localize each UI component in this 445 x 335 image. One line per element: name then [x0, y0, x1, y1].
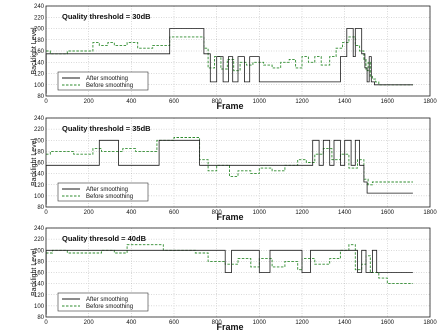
y-tick-label: 120 [34, 183, 45, 189]
y-tick-label: 100 [34, 194, 45, 200]
y-tick-label: 120 [34, 72, 45, 78]
x-tick-label: 1000 [253, 99, 267, 105]
legend-entry: Before smoothing [86, 83, 133, 89]
x-tick-label: 400 [126, 210, 137, 216]
chart-panel-1: 0 200 400 600 800 1000 1200 1400 1600 1800 80 100 12… [31, 4, 437, 111]
x-tick-label: 1400 [338, 320, 352, 326]
y-tick-label: 200 [34, 138, 45, 144]
y-tick-label: 80 [37, 94, 44, 100]
x-tick-label: 0 [44, 320, 48, 326]
x-tick-label: 1800 [423, 99, 437, 105]
legend-box [57, 182, 149, 202]
y-tick-label: 120 [34, 293, 45, 299]
chart-panel-2: 0 200 400 600 800 1000 1200 1400 1600 1800 80 100 12… [31, 116, 437, 222]
y-tick-label: 140 [34, 60, 45, 66]
y-tick-label: 240 [34, 4, 45, 10]
y-tick-label: 100 [34, 83, 45, 89]
legend-box [57, 71, 149, 91]
x-tick-label: 1200 [295, 99, 309, 105]
x-tick-label: 1600 [381, 210, 395, 216]
y-tick-label: 140 [34, 172, 45, 178]
x-tick-label: 600 [169, 210, 180, 216]
y-tick-label: 180 [34, 149, 45, 155]
series-line-before-smoothing [46, 244, 413, 285]
x-tick-label: 1000 [253, 320, 267, 326]
y-tick-label: 80 [37, 315, 44, 321]
x-axis-label: Frame [216, 101, 243, 111]
x-tick-label: 800 [212, 320, 223, 326]
x-axis-label: Frame [216, 212, 243, 222]
legend-entry: After smoothing [86, 297, 128, 303]
x-tick-label: 600 [169, 320, 180, 326]
x-tick-label: 0 [44, 210, 48, 216]
y-tick-label: 160 [34, 271, 45, 277]
plot-frame [45, 227, 431, 318]
legend-entry: Before smoothing [86, 194, 133, 200]
x-tick-label: 800 [212, 210, 223, 216]
x-tick-label: 200 [84, 320, 95, 326]
legend-box [57, 292, 149, 312]
y-tick-label: 240 [34, 226, 45, 232]
series-line-after-smoothing [45, 139, 413, 205]
y-tick-label: 200 [34, 248, 45, 254]
y-tick-label: 220 [34, 237, 45, 243]
x-tick-label: 1200 [295, 320, 309, 326]
y-tick-label: 180 [34, 38, 45, 44]
plot-frame [45, 117, 431, 208]
quality-threshold-annotation: Quality threshold = 35dB [62, 124, 151, 133]
quality-threshold-annotation: Quality thresold = 40dB [62, 234, 147, 243]
x-tick-label: 200 [84, 99, 95, 105]
y-tick-label: 200 [34, 27, 45, 33]
series-line-before-smoothing [46, 36, 413, 86]
y-tick-label: 180 [34, 259, 45, 265]
legend-entry: Before smoothing [86, 304, 133, 310]
y-axis-label: Backlight Level [31, 27, 38, 75]
x-tick-label: 1200 [295, 210, 309, 216]
y-axis-label: Backlight Level [31, 249, 38, 297]
plot-frame [45, 5, 431, 97]
x-tick-label: 1800 [423, 210, 437, 216]
y-tick-label: 220 [34, 127, 45, 133]
x-axis-label: Frame [216, 322, 243, 332]
x-tick-label: 1600 [381, 320, 395, 326]
series-line-after-smoothing [45, 28, 413, 94]
x-tick-label: 1000 [253, 210, 267, 216]
series-line-after-smoothing [45, 249, 413, 315]
y-tick-label: 240 [34, 116, 45, 122]
y-tick-label: 140 [34, 282, 45, 288]
x-tick-label: 200 [84, 210, 95, 216]
x-tick-label: 1600 [381, 99, 395, 105]
x-tick-label: 1400 [338, 99, 352, 105]
chart-panel-3: 0 200 400 600 800 1000 1200 1400 1600 1800 80 100 12… [31, 226, 437, 332]
x-tick-label: 600 [169, 99, 180, 105]
x-tick-label: 1400 [338, 210, 352, 216]
y-axis-label: Backlight Level [31, 139, 38, 187]
y-tick-label: 80 [37, 205, 44, 211]
x-tick-label: 800 [212, 99, 223, 105]
legend-entry: After smoothing [86, 187, 128, 193]
quality-threshold-annotation: Quality threshold = 30dB [62, 12, 151, 21]
y-tick-label: 160 [34, 49, 45, 55]
x-tick-label: 400 [126, 320, 137, 326]
x-tick-label: 400 [126, 99, 137, 105]
y-tick-label: 220 [34, 15, 45, 21]
y-tick-label: 160 [34, 161, 45, 167]
y-tick-label: 100 [34, 304, 45, 310]
x-tick-label: 0 [44, 99, 48, 105]
legend-entry: After smoothing [86, 76, 128, 82]
x-tick-label: 1800 [423, 320, 437, 326]
series-line-before-smoothing [46, 137, 413, 186]
